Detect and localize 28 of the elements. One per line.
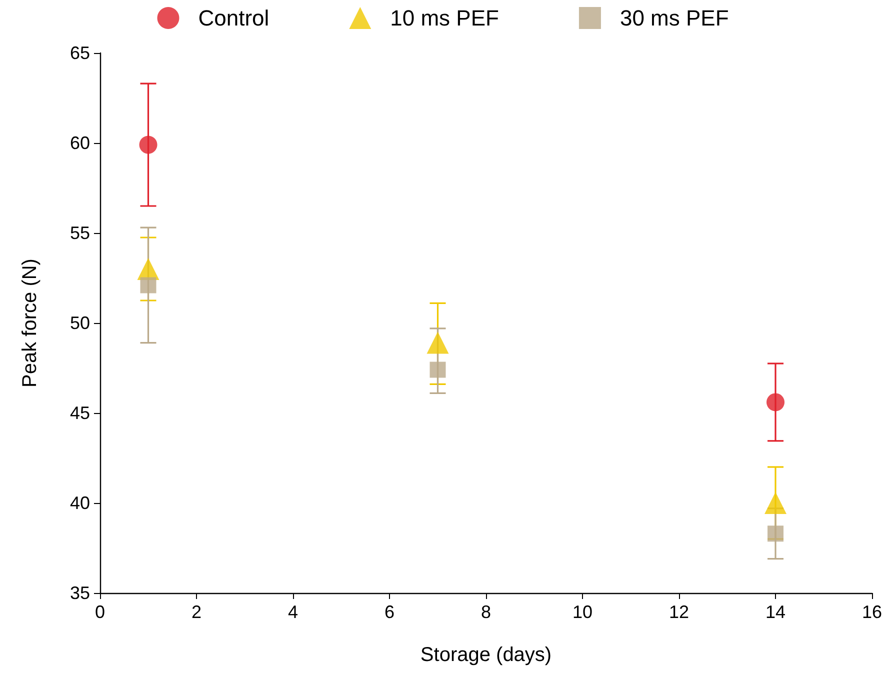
y-tick-label: 65	[70, 43, 90, 63]
x-tick-label: 0	[94, 602, 106, 622]
legend-label: 30 ms PEF	[620, 6, 729, 30]
point	[140, 277, 156, 294]
y-tick-label: 60	[70, 133, 90, 153]
x-tick-label: 4	[288, 602, 298, 622]
x-tick-label: 2	[191, 602, 202, 622]
y-tick-label: 40	[70, 493, 90, 513]
y-tick-label: 50	[70, 313, 90, 333]
point	[430, 362, 446, 378]
point	[139, 136, 158, 154]
x-tick-label: 10	[572, 602, 593, 622]
y-tick-label: 45	[70, 403, 90, 423]
x-tick-label: 14	[765, 602, 786, 622]
x-tick-label: 16	[862, 602, 882, 622]
y-tick-label: 35	[70, 583, 90, 603]
point	[426, 332, 449, 354]
y-tick-label: 55	[70, 223, 90, 243]
legend-label: Control	[198, 6, 270, 30]
x-tick-label: 6	[384, 602, 395, 622]
x-tick-label: 8	[480, 602, 492, 622]
point	[766, 393, 784, 412]
point	[768, 526, 784, 542]
y-axis-title: Peak force (N)	[19, 258, 41, 388]
legend-label: 10 ms PEF	[390, 6, 499, 30]
point	[764, 492, 786, 514]
x-tick-label: 12	[668, 602, 690, 622]
x-axis-title: Storage (days)	[420, 644, 552, 666]
